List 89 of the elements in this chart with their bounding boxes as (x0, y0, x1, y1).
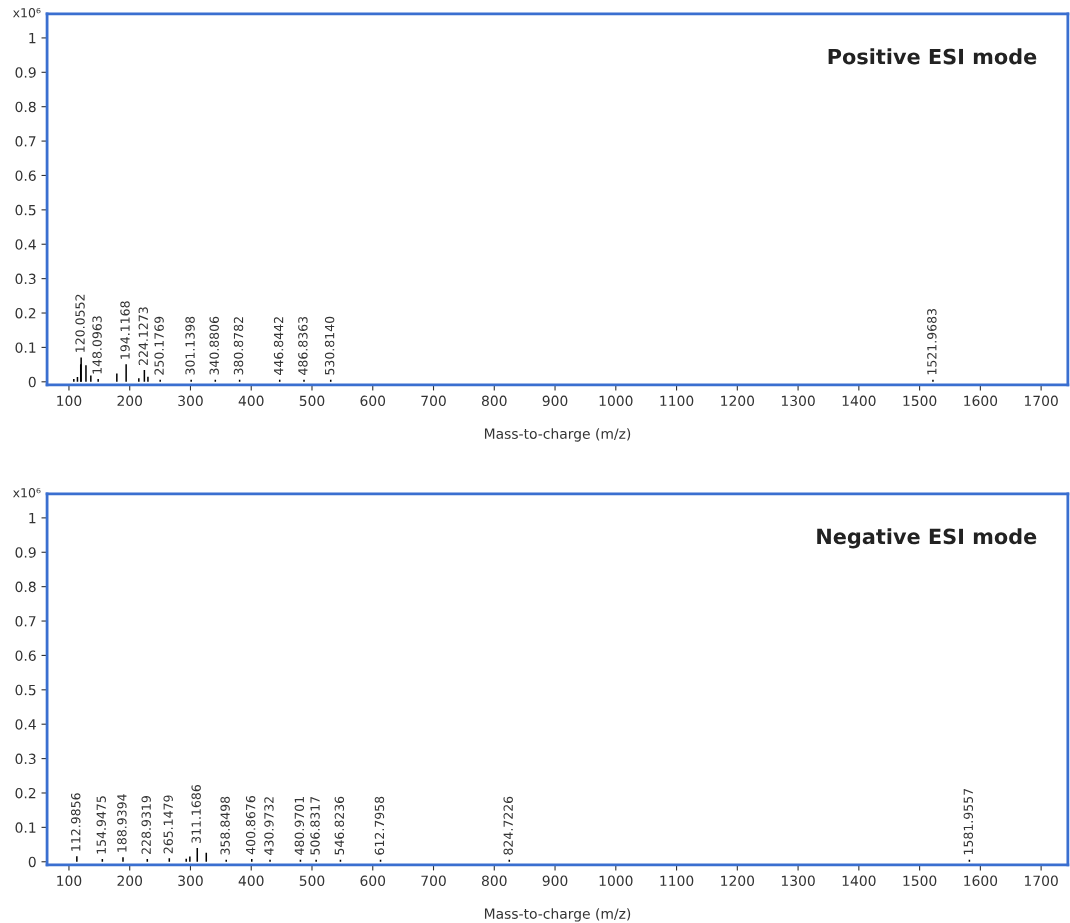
annotation: 188.9394 (117, 794, 127, 852)
annotation: 446.8442 (273, 317, 284, 375)
y-tick-label: 0.7 (15, 616, 36, 627)
y-tick-label: 0.8 (15, 101, 36, 113)
x-tick-label: 400 (238, 875, 264, 887)
annotation: 530.8140 (324, 316, 335, 375)
x-tick-label: 700 (421, 395, 446, 407)
x-tick-label: 500 (299, 395, 325, 407)
x-tick-label: 600 (360, 875, 386, 887)
y-tick-label: 0.9 (15, 67, 36, 78)
y-axis-title: x10⁶ (13, 8, 41, 18)
annotation: 112.9856 (71, 793, 81, 851)
annotation: 506.8317 (310, 796, 320, 855)
y-tick-label: 0.4 (15, 239, 36, 250)
annotation: 358.8498 (220, 796, 230, 855)
x-tick-label: 700 (421, 875, 446, 887)
annotation: 301.1398 (185, 316, 195, 375)
x-tick-label: 1100 (660, 395, 694, 407)
annotation: 480.9701 (294, 797, 305, 855)
x-tick-label: 1600 (964, 395, 998, 407)
x-tick-label: 400 (238, 395, 264, 407)
y-tick-label: 0.2 (15, 787, 36, 799)
y-tick-label: 0.5 (15, 204, 36, 216)
x-tick-label: 1700 (1024, 875, 1058, 887)
annotation: 1521.9683 (927, 308, 937, 375)
annotation: 486.8363 (298, 316, 308, 375)
annotation: 228.9319 (141, 796, 151, 854)
y-tick-label: 0 (28, 856, 36, 868)
annotation: 148.0963 (92, 316, 102, 374)
x-tick-label: 600 (360, 395, 386, 407)
x-tick-label: 1500 (903, 395, 937, 407)
annotation: 250.1769 (154, 316, 164, 375)
x-tick-label: 1400 (842, 875, 876, 887)
annotation: 340.8806 (209, 316, 219, 375)
y-axis-title: x10⁶ (13, 487, 41, 498)
x-tick-label: 1000 (599, 875, 633, 887)
x-tick-label: 1500 (903, 875, 937, 887)
x-tick-label: 1300 (781, 875, 815, 887)
text: Negative ESI mode (817, 528, 1037, 549)
y-tick-label: 1 (29, 33, 36, 44)
x-axis-title: Mass-to-charge (m/z) (484, 908, 631, 922)
annotation: 120.0552 (75, 294, 85, 352)
annotation: 1581.9557 (963, 789, 974, 855)
text: Positive ESI mode (828, 48, 1037, 65)
y-tick-label: 0 (28, 376, 36, 388)
annotation: 154.9475 (96, 796, 106, 854)
x-tick-label: 1700 (1024, 395, 1058, 407)
x-tick-label: 1600 (964, 875, 998, 887)
x-tick-label: 800 (481, 395, 507, 407)
annotation: 824.7226 (503, 796, 513, 855)
x-tick-label: 300 (178, 875, 203, 887)
y-tick-label: 0.6 (15, 650, 36, 661)
y-tick-label: 0.5 (15, 684, 36, 696)
x-tick-label: 1200 (721, 875, 755, 887)
x-tick-label: 900 (542, 875, 568, 887)
y-tick-label: 0.9 (15, 547, 36, 558)
annotation: 612.7958 (374, 796, 385, 855)
annotation: 265.1479 (163, 795, 173, 854)
x-tick-label: 1100 (660, 875, 694, 887)
x-tick-label: 800 (481, 875, 507, 887)
x-tick-label: 200 (117, 395, 143, 407)
x-tick-label: 100 (57, 395, 82, 407)
x-tick-label: 500 (299, 875, 325, 887)
annotation: 546.8236 (334, 796, 345, 855)
annotation: 400.8676 (245, 795, 256, 855)
x-tick-label: 1200 (721, 395, 755, 407)
x-tick-label: 1400 (842, 395, 876, 407)
y-tick-label: 1 (29, 513, 36, 524)
y-tick-label: 0.1 (15, 822, 36, 833)
y-tick-label: 0.4 (15, 719, 36, 730)
x-tick-label: 100 (57, 875, 82, 887)
y-tick-label: 0.2 (15, 307, 36, 319)
x-tick-label: 300 (178, 395, 203, 407)
y-tick-label: 0.1 (15, 342, 36, 353)
annotation: 311.1686 (191, 784, 201, 843)
y-tick-label: 0.3 (15, 753, 36, 765)
x-tick-label: 200 (117, 875, 143, 887)
annotation: 430.9732 (264, 797, 274, 855)
y-tick-label: 0.6 (15, 170, 36, 181)
y-tick-label: 0.8 (15, 581, 36, 593)
x-tick-label: 1000 (599, 395, 633, 407)
y-tick-label: 0.7 (15, 136, 36, 147)
x-tick-label: 900 (542, 395, 568, 407)
annotation: 194.1168 (120, 301, 130, 359)
annotation: 224.1273 (138, 307, 148, 366)
x-axis-title: Mass-to-charge (m/z) (484, 428, 631, 442)
y-tick-label: 0.3 (15, 273, 36, 285)
x-tick-label: 1300 (781, 395, 815, 407)
annotation: 380.8782 (233, 317, 244, 375)
